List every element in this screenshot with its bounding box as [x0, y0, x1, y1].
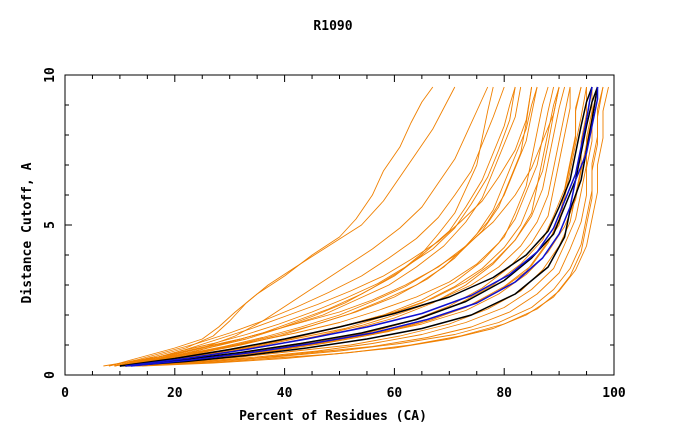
series-line-orange-23: [114, 86, 494, 367]
series-line-orange-15: [119, 86, 538, 367]
series-line-orange-2: [114, 86, 456, 367]
y-tick-label: 10: [43, 67, 58, 83]
y-axis-label: Distance Cutoff, A: [20, 162, 35, 303]
x-tick-label: 100: [602, 386, 626, 401]
series-line-orange-11: [130, 87, 587, 367]
series-line-orange-7: [119, 86, 549, 367]
series-layer: [103, 86, 609, 367]
x-tick-label: 60: [387, 386, 403, 401]
series-line-orange-26: [136, 86, 604, 367]
x-tick-label: 20: [167, 386, 183, 401]
y-tick-label: 5: [43, 221, 58, 229]
series-line-orange-19: [114, 86, 533, 367]
series-line-orange-18: [141, 86, 609, 367]
y-tick-label: 0: [43, 371, 58, 379]
series-line-orange-6: [119, 86, 538, 367]
series-line-orange-16: [125, 86, 560, 367]
x-tick-label: 0: [61, 386, 69, 401]
series-line-orange-22: [108, 86, 505, 367]
series-line-black-31: [119, 86, 599, 367]
axes-layer: 0 20 40 60 80 100 0 5 10: [43, 67, 626, 401]
series-line-orange-27: [119, 86, 533, 367]
series-line-orange-1: [108, 86, 434, 367]
series-line-orange-12: [130, 86, 598, 367]
x-axis-label: Percent of Residues (CA): [239, 409, 427, 424]
series-line-orange-14: [114, 86, 516, 367]
series-line-orange-20: [119, 86, 555, 367]
x-tick-label: 80: [496, 386, 512, 401]
series-line-blue-34: [130, 87, 599, 367]
series-line-orange-10: [125, 86, 582, 367]
x-tick-label: 40: [277, 386, 293, 401]
series-line-black-30: [119, 86, 593, 367]
series-line-black-32: [125, 86, 599, 367]
series-line-orange-17: [136, 87, 593, 367]
series-line-blue-33: [125, 86, 593, 367]
chart-title: R1090: [313, 19, 352, 34]
series-line-orange-5: [125, 86, 522, 367]
series-line-orange-13: [136, 86, 604, 367]
